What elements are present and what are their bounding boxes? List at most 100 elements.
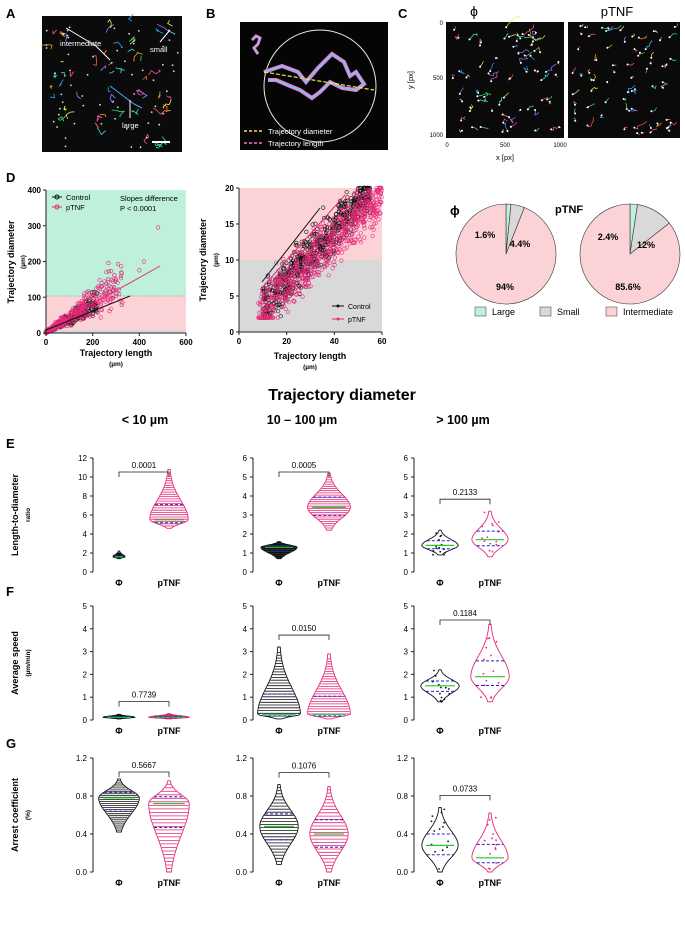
- panel-label-f: F: [6, 584, 14, 599]
- violin-data-point: [487, 536, 489, 538]
- scatter-full-ytick-label: 0: [37, 329, 42, 338]
- violin-data-point: [435, 532, 437, 534]
- cell-dot-c: [574, 104, 576, 106]
- scatter-full-ytick-label: 100: [28, 293, 42, 302]
- cell-dot-c: [539, 51, 541, 53]
- violin-ytick-label: 0.8: [236, 792, 248, 801]
- violin-ytick-label: 0.0: [76, 868, 88, 877]
- cell-dot-c: [519, 37, 521, 39]
- cell-dot-a: [110, 26, 112, 28]
- violin-ytick-label: 0: [404, 568, 409, 577]
- violin-data-point: [495, 541, 497, 543]
- pie-label-intermediate: 85.6%: [615, 282, 641, 292]
- cell-dot-c: [533, 50, 535, 52]
- violin-ytick-label: 5: [404, 473, 409, 482]
- cell-dot-a: [61, 94, 63, 96]
- violin-data-point: [491, 523, 493, 525]
- panel-c-track-maps: ϕ pTNF y [px] 0 500 1000 0 500 1000 x [p…: [406, 3, 680, 162]
- violin-ytick-label: 0: [243, 716, 248, 725]
- cell-dot-c: [537, 70, 539, 72]
- cell-dot-c: [668, 130, 670, 132]
- violin-data-point: [485, 647, 487, 649]
- cell-dot-c: [637, 55, 639, 57]
- cell-dot-c: [665, 64, 667, 66]
- cell-dot-a: [101, 123, 103, 125]
- cell-dot-a: [46, 44, 48, 46]
- cell-dot-c: [503, 38, 505, 40]
- cell-dot-c: [558, 126, 560, 128]
- violin-data-point: [495, 817, 497, 819]
- scatter-full-xtick-label: 600: [179, 338, 193, 347]
- cell-dot-c: [507, 130, 509, 132]
- cell-dot-c: [520, 62, 522, 64]
- violin-ytick-label: 1.2: [236, 754, 248, 763]
- violin-data-point: [489, 853, 491, 855]
- cell-dot-a: [169, 39, 171, 41]
- scatter-full-ytick-label: 400: [28, 186, 42, 195]
- violin-ytick-label: 0.8: [397, 792, 409, 801]
- c-xtick-0: 0: [445, 143, 449, 149]
- violin-data-point: [440, 535, 442, 537]
- scatter-full-xtick-label: 200: [86, 338, 100, 347]
- cell-dot-c: [545, 71, 547, 73]
- cell-dot-c: [638, 37, 640, 39]
- cell-dot-a: [74, 123, 76, 125]
- legend-length-text: Trajectory length: [268, 139, 324, 148]
- violin-data-point: [492, 670, 494, 672]
- violin-ytick-label: 0.0: [397, 868, 409, 877]
- violin-ytick-label: 3: [404, 648, 409, 657]
- cell-dot-c: [532, 36, 534, 38]
- cell-dot-c: [662, 87, 664, 89]
- panel-label-c: C: [398, 6, 408, 21]
- pie-charts: 1.6%4.4%94%2.4%12%85.6%: [456, 204, 680, 304]
- cell-dot-c: [557, 61, 559, 63]
- cell-dot-c: [505, 26, 507, 28]
- slopes-annotation: Slopes difference: [120, 194, 178, 203]
- scatter-zoom-ylabel: Trajectory diameter: [198, 218, 208, 302]
- violin-ytick-label: 2: [243, 530, 248, 539]
- cell-dot-c: [587, 106, 589, 108]
- track-map-phi: [446, 22, 564, 138]
- cell-dot-c: [469, 107, 471, 109]
- cell-dot-c: [652, 85, 654, 87]
- violin-x-label: Φ: [115, 726, 123, 736]
- cell-dot-c: [657, 123, 659, 125]
- violin-data-point: [487, 638, 489, 640]
- p-value-label: 0.5667: [132, 761, 157, 770]
- violin-ytick-label: 0.8: [76, 792, 88, 801]
- cell-dot-c: [662, 81, 664, 83]
- panel-label-e: E: [6, 436, 15, 451]
- panel-label-a: A: [6, 6, 16, 21]
- significance-bracket: [440, 795, 490, 800]
- cell-dot-c: [510, 126, 512, 128]
- violin-data-point: [433, 670, 435, 672]
- violin-shape: [422, 807, 458, 872]
- cell-dot-a: [140, 146, 142, 148]
- violin-ytick-label: 6: [83, 511, 88, 520]
- violin-data-point: [484, 540, 486, 542]
- cell-dot-c: [631, 90, 633, 92]
- scatter-zoom-xtick-label: 60: [378, 337, 387, 346]
- c-ytick-0: 0: [440, 21, 444, 27]
- cell-dot-c: [587, 125, 589, 127]
- violin-ytick-label: 5: [83, 602, 88, 611]
- c-y-axis-label: y [px]: [406, 71, 415, 89]
- violin-data-point: [481, 526, 483, 528]
- pie-legend-large-swatch: [475, 307, 486, 316]
- significance-bracket: [440, 499, 490, 504]
- cell-dot-c: [591, 90, 593, 92]
- cell-dot-a: [62, 33, 64, 35]
- violin-data-point: [492, 525, 494, 527]
- cell-dot-c: [522, 33, 524, 35]
- cell-dot-c: [526, 71, 528, 73]
- cell-dot-a: [177, 52, 179, 54]
- violin-data-point: [486, 680, 488, 682]
- cell-dot-c: [477, 92, 479, 94]
- cell-dot-a: [146, 137, 148, 139]
- violin-ylabel: Length-to-diameter: [10, 474, 20, 556]
- cell-dot-a: [114, 28, 116, 30]
- cell-dot-c: [498, 104, 500, 106]
- violin-x-label: pTNF: [318, 578, 341, 588]
- violin-ytick-label: 0: [404, 716, 409, 725]
